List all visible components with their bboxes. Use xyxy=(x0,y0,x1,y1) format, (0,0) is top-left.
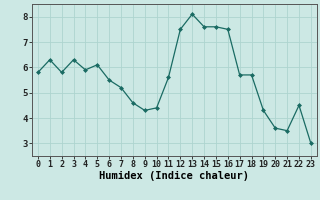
X-axis label: Humidex (Indice chaleur): Humidex (Indice chaleur) xyxy=(100,171,249,181)
